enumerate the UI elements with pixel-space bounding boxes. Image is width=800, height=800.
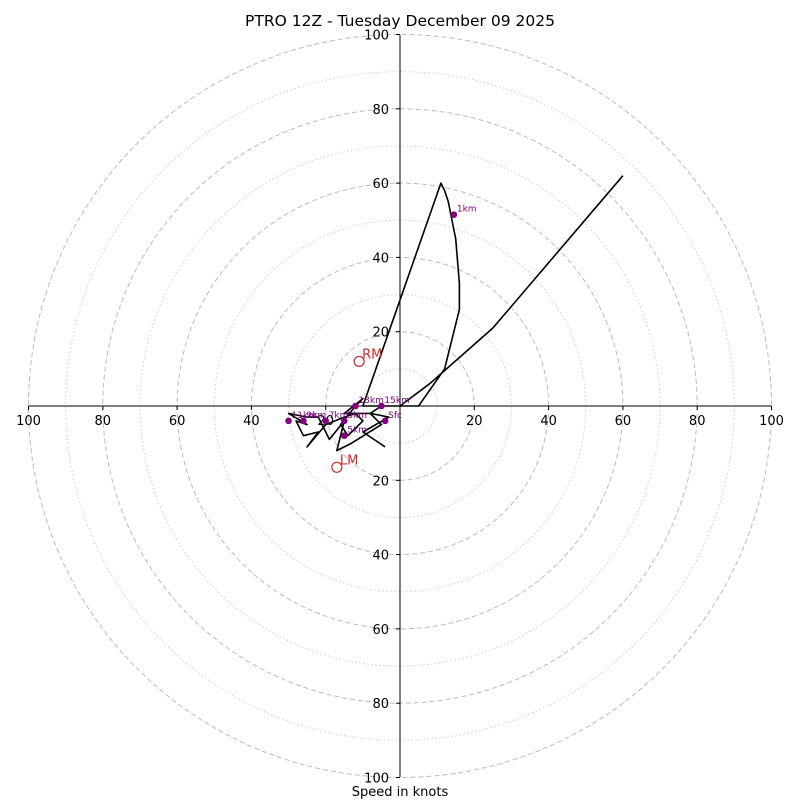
y-tick-label-neg-80: 80 <box>372 697 389 712</box>
y-tick-label-pos-60: 60 <box>372 177 389 192</box>
y-tick-label-pos-40: 40 <box>372 251 389 266</box>
y-tick-label-pos-80: 80 <box>372 103 389 118</box>
y-tick-label-neg-100: 100 <box>364 772 389 787</box>
x-tick-label-pos-80: 80 <box>689 414 706 429</box>
y-tick-label-neg-20: 20 <box>372 474 389 489</box>
height-marker-11km <box>285 417 292 425</box>
x-tick-label-neg-40: 40 <box>243 414 260 429</box>
x-axis-label: Speed in knots <box>352 785 449 800</box>
height-label-3km: 3km <box>347 411 367 421</box>
height-label-11km: 11km <box>292 411 317 421</box>
x-tick-label-neg-80: 80 <box>95 414 112 429</box>
height-marker-15km <box>378 402 385 410</box>
x-tick-label-pos-60: 60 <box>615 414 632 429</box>
y-tick-label-neg-60: 60 <box>372 623 389 638</box>
y-tick-label-pos-100: 100 <box>364 29 389 44</box>
x-tick-label-neg-60: 60 <box>169 414 186 429</box>
y-tick-label-neg-40: 40 <box>372 549 389 564</box>
y-tick-label-pos-20: 20 <box>372 326 389 341</box>
height-label-9km: 9km <box>306 411 326 421</box>
height-marker-9km <box>300 417 307 425</box>
height-label-5km: 5km <box>347 426 367 436</box>
height-label-7km: 7km <box>329 411 349 421</box>
storm-motion-marker-lm <box>331 461 343 473</box>
x-tick-label-pos-40: 40 <box>540 414 557 429</box>
x-tick-label-pos-100: 100 <box>759 414 784 429</box>
height-marker-13km <box>352 402 359 410</box>
x-tick-label-pos-20: 20 <box>466 414 483 429</box>
height-marker-sfc <box>381 417 389 425</box>
storm-motion-marker-rm <box>353 355 365 368</box>
height-label-13km: 13km <box>358 396 383 406</box>
height-marker-7km <box>322 417 330 425</box>
height-label-1km: 1km <box>457 205 477 215</box>
storm-motion-markers: RM LM <box>331 347 382 473</box>
storm-motion-label-rm: RM <box>362 347 382 362</box>
height-label-15km: 15km <box>384 396 409 406</box>
chart-title: PTRO 12Z - Tuesday December 09 2025 <box>245 12 555 30</box>
x-tick-label-neg-100: 100 <box>16 414 41 429</box>
height-label-sfc: Sfc <box>388 411 402 421</box>
height-marker-1km <box>450 211 458 218</box>
height-marker-3km <box>340 417 348 425</box>
storm-motion-label-lm: LM <box>340 453 358 468</box>
height-marker-5km <box>340 432 348 440</box>
